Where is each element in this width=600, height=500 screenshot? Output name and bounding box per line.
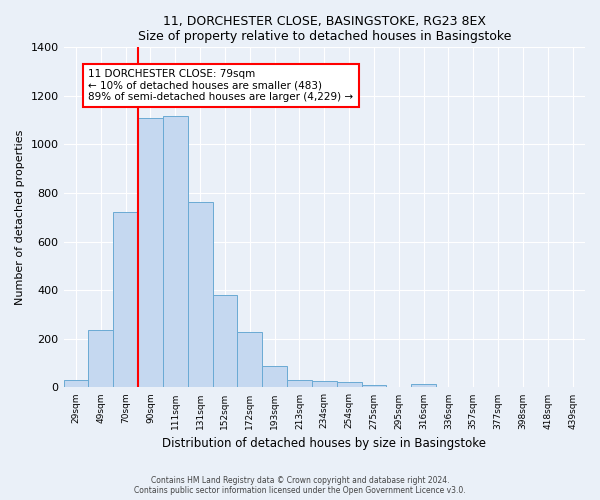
Text: 11 DORCHESTER CLOSE: 79sqm
← 10% of detached houses are smaller (483)
89% of sem: 11 DORCHESTER CLOSE: 79sqm ← 10% of deta… bbox=[88, 69, 353, 102]
Bar bbox=[212, 296, 238, 388]
Bar bbox=[163, 116, 188, 388]
Bar bbox=[238, 332, 262, 388]
Bar bbox=[312, 381, 337, 388]
X-axis label: Distribution of detached houses by size in Basingstoke: Distribution of detached houses by size … bbox=[162, 437, 486, 450]
Bar bbox=[64, 380, 88, 388]
Bar bbox=[262, 366, 287, 388]
Bar bbox=[88, 330, 113, 388]
Bar bbox=[411, 384, 436, 388]
Bar bbox=[138, 118, 163, 388]
Y-axis label: Number of detached properties: Number of detached properties bbox=[15, 130, 25, 305]
Bar bbox=[337, 382, 362, 388]
Bar bbox=[113, 212, 138, 388]
Bar bbox=[362, 384, 386, 388]
Text: Contains HM Land Registry data © Crown copyright and database right 2024.
Contai: Contains HM Land Registry data © Crown c… bbox=[134, 476, 466, 495]
Bar bbox=[287, 380, 312, 388]
Title: 11, DORCHESTER CLOSE, BASINGSTOKE, RG23 8EX
Size of property relative to detache: 11, DORCHESTER CLOSE, BASINGSTOKE, RG23 … bbox=[137, 15, 511, 43]
Bar bbox=[188, 202, 212, 388]
